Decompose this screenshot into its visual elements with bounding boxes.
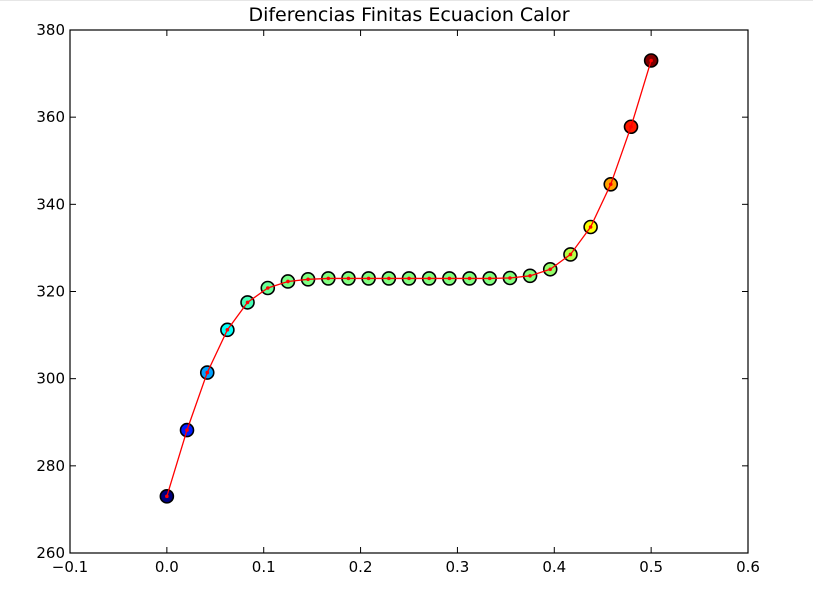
line-point-dot (407, 276, 411, 281)
line-point-dot (568, 252, 573, 257)
y-tick-label: 340 (36, 195, 65, 213)
line-point-dot (649, 58, 653, 63)
x-tick-label: 0.4 (542, 558, 566, 576)
line-point-dot (185, 428, 189, 432)
line-point-dot (508, 276, 512, 280)
y-tick-label: 280 (36, 457, 65, 475)
data-series (159, 53, 659, 504)
line-point-dot (245, 300, 250, 305)
line-point-dot (447, 276, 452, 281)
line-point-dot (366, 276, 371, 281)
line-point-dot (225, 328, 230, 332)
line-point-dot (467, 276, 472, 281)
x-tick-label: 0.1 (252, 558, 276, 576)
x-tick-label: 0.0 (155, 558, 179, 576)
chart-title: Diferencias Finitas Ecuacion Calor (248, 4, 569, 26)
line-point-dot (629, 124, 633, 129)
line-point-dot (487, 276, 492, 281)
line-point-dot (306, 277, 310, 282)
line-point-dot (265, 286, 270, 290)
x-tick-label: 0.2 (349, 558, 373, 576)
y-tick-label: 380 (36, 21, 65, 39)
line-point-dot (548, 267, 553, 272)
y-tick-label: 320 (36, 283, 65, 301)
line-point-dot (528, 274, 532, 278)
x-tick-label: 0.3 (445, 558, 469, 576)
plot-frame (69, 29, 749, 554)
y-tick-label: 300 (36, 370, 65, 388)
y-axis: 260 280 300 320 340 360 380 (36, 21, 748, 562)
line-point-dot (346, 276, 351, 281)
line-point-dot (387, 276, 391, 281)
y-tick-label: 360 (36, 108, 65, 126)
line-point-dot (608, 182, 613, 187)
line-point-dot (588, 225, 593, 229)
x-axis: −0.1 0.0 0.1 0.2 0.3 0.4 0.5 0.6 (52, 30, 760, 576)
x-tick-label: −0.1 (52, 558, 88, 576)
line-point-dot (165, 494, 169, 499)
line-point-dot (205, 370, 210, 375)
line-point-dot (427, 276, 431, 281)
line-point-dot (286, 279, 290, 284)
line-point-dot (326, 276, 331, 281)
y-tick-label: 260 (36, 544, 65, 562)
x-tick-label: 0.6 (736, 558, 760, 576)
x-tick-label: 0.5 (639, 558, 663, 576)
